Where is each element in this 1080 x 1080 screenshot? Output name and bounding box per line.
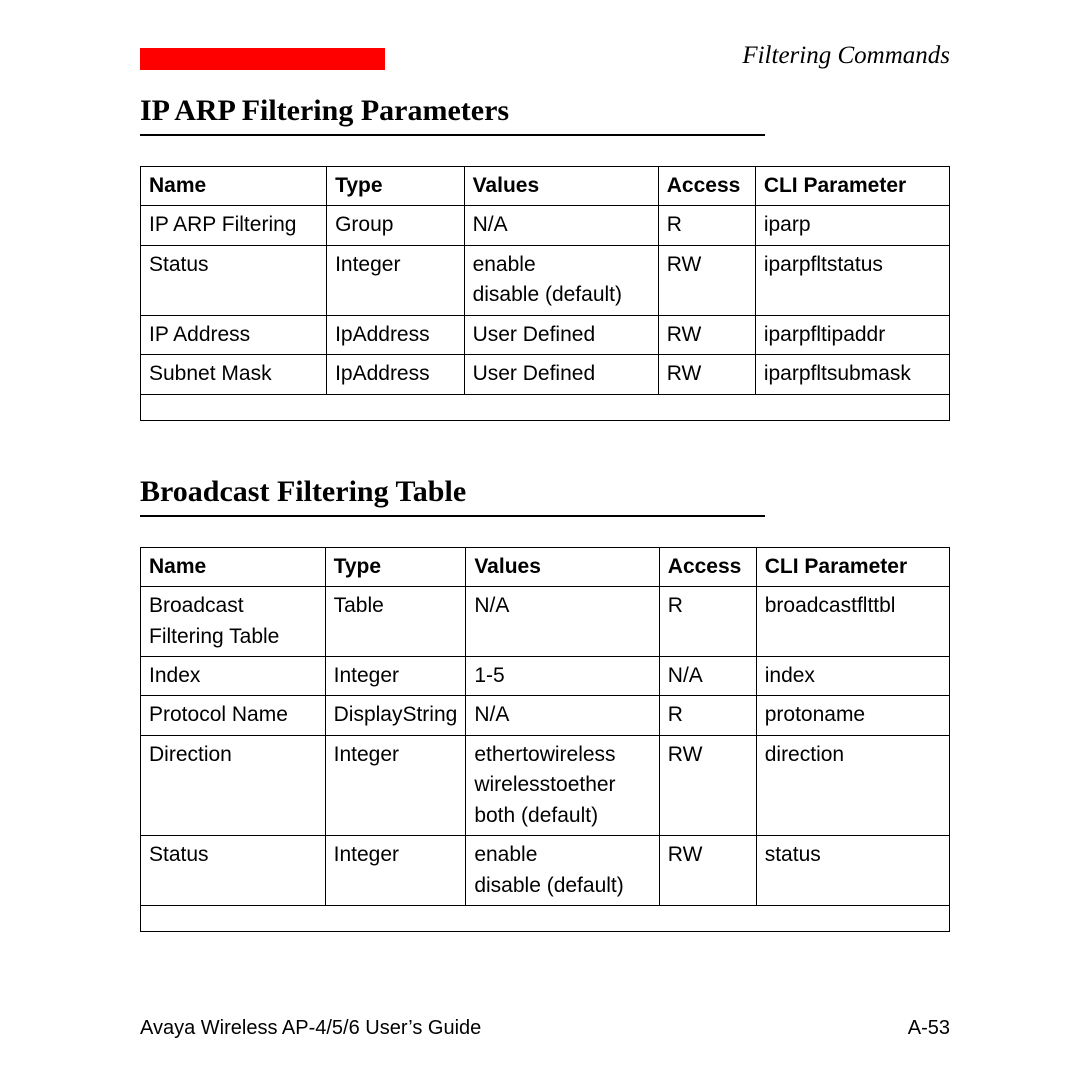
cell-values: enabledisable (default) — [466, 836, 659, 906]
col-header-values: Values — [464, 167, 658, 206]
cell-type: DisplayString — [325, 696, 466, 735]
cell-cli: iparp — [755, 206, 949, 245]
col-header-cli: CLI Parameter — [755, 167, 949, 206]
cell-cli: protoname — [756, 696, 949, 735]
cell-type: Table — [325, 587, 466, 657]
col-header-name: Name — [141, 547, 326, 586]
cell-name: Status — [141, 245, 327, 315]
table-row: IP AddressIpAddressUser DefinedRWiparpfl… — [141, 315, 950, 354]
cell-values: User Defined — [464, 355, 658, 394]
cell-values: N/A — [466, 696, 659, 735]
table-row: StatusIntegerenabledisable (default)RWip… — [141, 245, 950, 315]
cell-type: Integer — [327, 245, 465, 315]
col-header-type: Type — [327, 167, 465, 206]
cell-access: RW — [658, 315, 755, 354]
section1-table: Name Type Values Access CLI Parameter IP… — [140, 166, 950, 421]
col-header-values: Values — [466, 547, 659, 586]
col-header-cli: CLI Parameter — [756, 547, 949, 586]
cell-type: Integer — [325, 836, 466, 906]
cell-type: Integer — [325, 735, 466, 835]
cell-values: ethertowirelesswirelesstoetherboth (defa… — [466, 735, 659, 835]
cell-cli: direction — [756, 735, 949, 835]
table-row: Subnet MaskIpAddressUser DefinedRWiparpf… — [141, 355, 950, 394]
cell-access: RW — [659, 836, 756, 906]
col-header-type: Type — [325, 547, 466, 586]
cell-name: Status — [141, 836, 326, 906]
table-row: DirectionIntegerethertowirelesswirelesst… — [141, 735, 950, 835]
cell-cli: iparpfltipaddr — [755, 315, 949, 354]
cell-name: IP ARP Filtering — [141, 206, 327, 245]
table-row: Broadcast Filtering TableTableN/ARbroadc… — [141, 587, 950, 657]
cell-values: User Defined — [464, 315, 658, 354]
cell-name: IP Address — [141, 315, 327, 354]
page: Filtering Commands IP ARP Filtering Para… — [0, 0, 1080, 1080]
header-red-bar — [140, 48, 385, 70]
cell-values: 1-5 — [466, 656, 659, 695]
cell-cli: status — [756, 836, 949, 906]
section1-title: IP ARP Filtering Parameters — [140, 94, 950, 128]
section1-rule — [140, 134, 765, 136]
cell-cli: index — [756, 656, 949, 695]
table-empty-row — [141, 906, 950, 932]
table-row: Protocol NameDisplayStringN/ARprotoname — [141, 696, 950, 735]
cell-type: IpAddress — [327, 315, 465, 354]
cell-name: Protocol Name — [141, 696, 326, 735]
cell-access: RW — [658, 245, 755, 315]
page-footer: Avaya Wireless AP-4/5/6 User’s Guide A-5… — [140, 1017, 950, 1040]
cell-values: enabledisable (default) — [464, 245, 658, 315]
col-header-name: Name — [141, 167, 327, 206]
table-empty-row — [141, 394, 950, 420]
col-header-access: Access — [659, 547, 756, 586]
cell-cli: broadcastflttbl — [756, 587, 949, 657]
cell-values: N/A — [466, 587, 659, 657]
footer-left: Avaya Wireless AP-4/5/6 User’s Guide — [140, 1017, 481, 1040]
cell-cli: iparpfltstatus — [755, 245, 949, 315]
cell-name: Index — [141, 656, 326, 695]
cell-name: Subnet Mask — [141, 355, 327, 394]
section2-title: Broadcast Filtering Table — [140, 475, 950, 509]
cell-access: R — [659, 696, 756, 735]
cell-values: N/A — [464, 206, 658, 245]
table-row: StatusIntegerenabledisable (default)RWst… — [141, 836, 950, 906]
table-row: IndexInteger1-5N/Aindex — [141, 656, 950, 695]
cell-type: IpAddress — [327, 355, 465, 394]
cell-access: RW — [659, 735, 756, 835]
cell-type: Group — [327, 206, 465, 245]
empty-cell — [141, 394, 950, 420]
table-row: IP ARP FilteringGroupN/ARiparp — [141, 206, 950, 245]
cell-name: Direction — [141, 735, 326, 835]
section2-rule — [140, 515, 765, 517]
cell-cli: iparpfltsubmask — [755, 355, 949, 394]
table-header-row: Name Type Values Access CLI Parameter — [141, 167, 950, 206]
col-header-access: Access — [658, 167, 755, 206]
cell-type: Integer — [325, 656, 466, 695]
table-header-row: Name Type Values Access CLI Parameter — [141, 547, 950, 586]
cell-access: R — [659, 587, 756, 657]
cell-access: N/A — [659, 656, 756, 695]
empty-cell — [141, 906, 950, 932]
footer-right: A-53 — [908, 1017, 950, 1040]
section2-table: Name Type Values Access CLI Parameter Br… — [140, 547, 950, 932]
cell-name: Broadcast Filtering Table — [141, 587, 326, 657]
header-section-label: Filtering Commands — [742, 42, 950, 70]
cell-access: RW — [658, 355, 755, 394]
page-header: Filtering Commands — [140, 42, 950, 70]
cell-access: R — [658, 206, 755, 245]
